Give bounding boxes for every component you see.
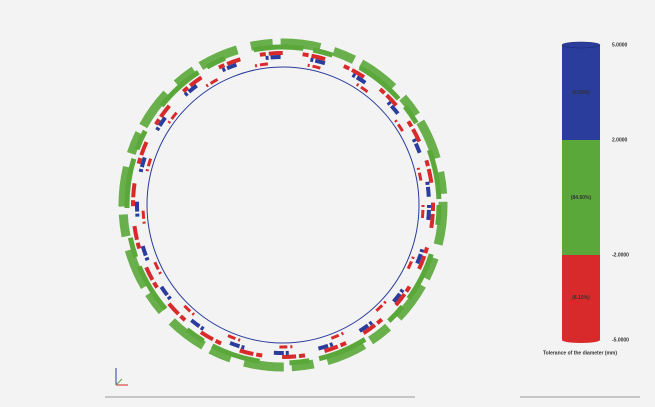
ring-band <box>118 38 448 372</box>
legend-level: 2.0000 <box>612 137 628 143</box>
legend-segment <box>562 255 600 340</box>
legend-segment-label: (6.10%) <box>572 295 590 301</box>
ring-band <box>131 51 435 359</box>
legend-base <box>562 340 600 343</box>
legend-level: -5.0000 <box>612 337 629 343</box>
legend-cap <box>561 41 601 49</box>
legend-segment-label: (9.30%) <box>572 90 590 96</box>
legend-caption: Tolerance of the diameter (mm) <box>543 350 617 356</box>
ring-band <box>135 55 431 355</box>
legend-level: 5.0000 <box>612 42 628 48</box>
axis-y <box>115 378 123 386</box>
ring-inner <box>146 66 420 344</box>
legend-segment <box>562 140 600 255</box>
ring-measurement <box>118 38 448 372</box>
ring-band <box>141 61 425 349</box>
ring-band <box>124 44 442 366</box>
legend-level: -2.0000 <box>612 252 629 258</box>
legend-segment <box>562 45 600 140</box>
legend-segment-label: (84.60%) <box>571 195 592 201</box>
axis-triad <box>115 368 128 386</box>
